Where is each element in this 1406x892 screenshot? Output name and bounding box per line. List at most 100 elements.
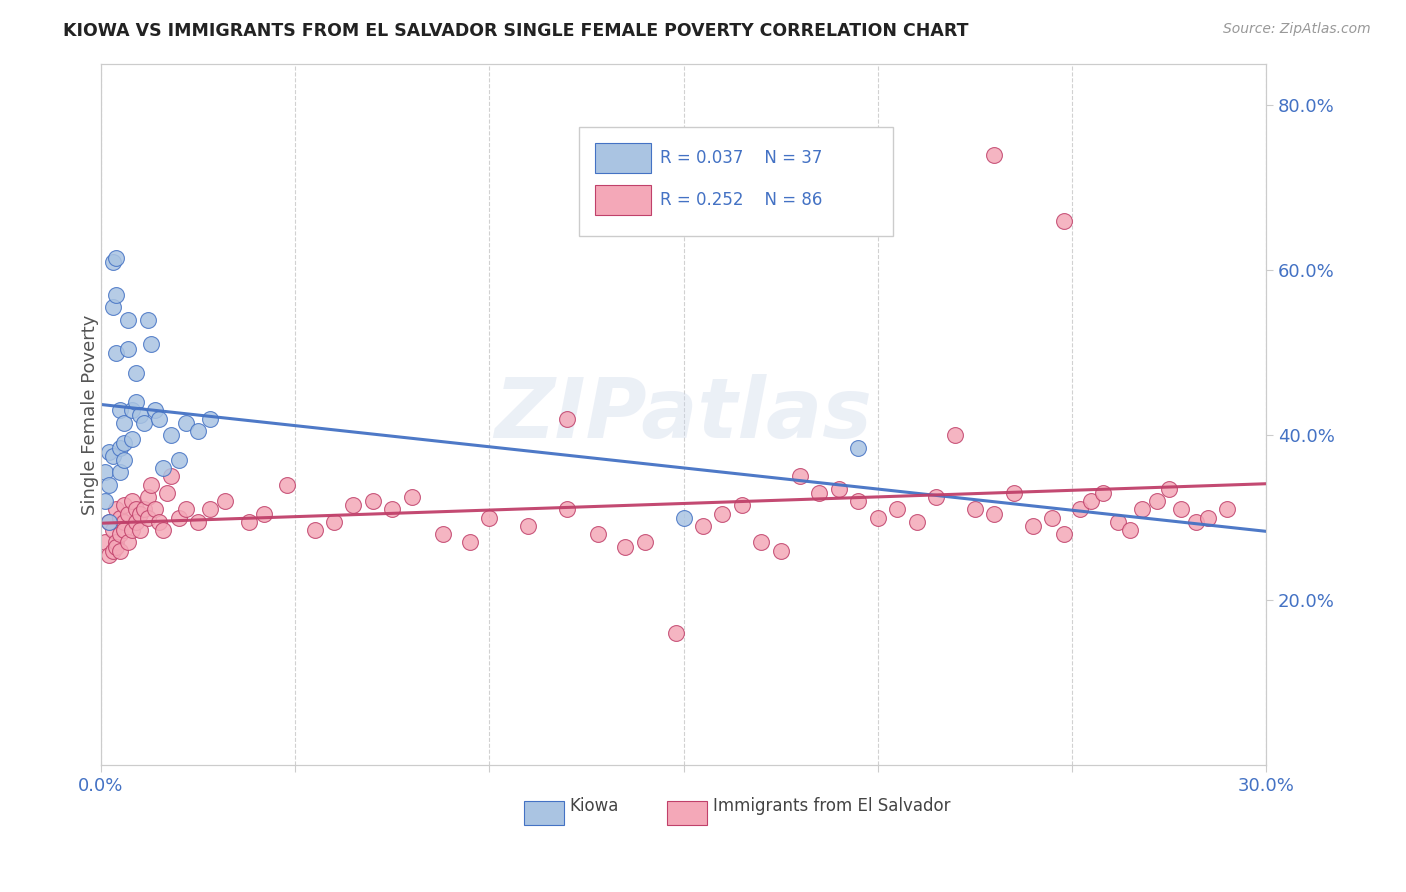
Point xyxy=(1002,486,1025,500)
Point xyxy=(614,540,637,554)
Point xyxy=(846,441,869,455)
Point xyxy=(808,486,831,500)
Point xyxy=(905,515,928,529)
Point xyxy=(555,411,578,425)
FancyBboxPatch shape xyxy=(579,128,893,235)
Point xyxy=(152,461,174,475)
Point xyxy=(401,490,423,504)
Point xyxy=(110,441,132,455)
Point xyxy=(148,515,170,529)
Point xyxy=(1170,502,1192,516)
Point xyxy=(1119,523,1142,537)
Point xyxy=(692,519,714,533)
Point xyxy=(361,494,384,508)
Point xyxy=(381,502,404,516)
Point xyxy=(112,416,135,430)
Point xyxy=(136,312,159,326)
Point xyxy=(749,535,772,549)
Point xyxy=(342,498,364,512)
Point xyxy=(198,411,221,425)
FancyBboxPatch shape xyxy=(524,801,564,825)
Point xyxy=(478,510,501,524)
Point xyxy=(198,502,221,516)
Text: Immigrants from El Salvador: Immigrants from El Salvador xyxy=(713,797,950,815)
Point xyxy=(323,515,346,529)
Point xyxy=(110,403,132,417)
Point xyxy=(152,523,174,537)
Point xyxy=(1157,482,1180,496)
Point xyxy=(117,507,139,521)
Point xyxy=(121,403,143,417)
Point xyxy=(1080,494,1102,508)
Point xyxy=(141,337,163,351)
Point xyxy=(125,515,148,529)
Point xyxy=(97,477,120,491)
Point xyxy=(176,502,198,516)
FancyBboxPatch shape xyxy=(668,801,707,825)
Point xyxy=(176,416,198,430)
Point xyxy=(112,498,135,512)
Point xyxy=(101,543,124,558)
Point xyxy=(304,523,326,537)
Point xyxy=(112,515,135,529)
Point xyxy=(828,482,851,496)
Text: Kiowa: Kiowa xyxy=(569,797,619,815)
Point xyxy=(1069,502,1091,516)
Point xyxy=(634,535,657,549)
Point xyxy=(125,502,148,516)
Point xyxy=(1108,515,1130,529)
Point xyxy=(1185,515,1208,529)
Text: R = 0.252    N = 86: R = 0.252 N = 86 xyxy=(661,191,823,209)
Point xyxy=(105,251,128,265)
Point xyxy=(731,498,754,512)
Text: R = 0.037    N = 37: R = 0.037 N = 37 xyxy=(661,149,823,167)
Point xyxy=(1197,510,1219,524)
Point xyxy=(105,535,128,549)
Point xyxy=(1146,494,1168,508)
Point xyxy=(846,494,869,508)
Point xyxy=(983,507,1005,521)
Point xyxy=(132,502,155,516)
Point xyxy=(132,416,155,430)
Point xyxy=(97,515,120,529)
Point xyxy=(156,486,179,500)
Point xyxy=(160,469,183,483)
Text: ZIPatlas: ZIPatlas xyxy=(495,374,873,455)
Point xyxy=(128,507,150,521)
Text: Source: ZipAtlas.com: Source: ZipAtlas.com xyxy=(1223,22,1371,37)
Point xyxy=(105,288,128,302)
Point xyxy=(458,535,481,549)
Point xyxy=(105,540,128,554)
Point xyxy=(1216,502,1239,516)
Point xyxy=(128,523,150,537)
Point xyxy=(105,502,128,516)
Point xyxy=(143,502,166,516)
Point xyxy=(117,535,139,549)
Point xyxy=(1042,510,1064,524)
Point xyxy=(141,477,163,491)
Point xyxy=(136,490,159,504)
Point xyxy=(112,436,135,450)
FancyBboxPatch shape xyxy=(595,143,651,173)
Point xyxy=(945,428,967,442)
Point xyxy=(1091,486,1114,500)
Point xyxy=(160,428,183,442)
Point xyxy=(125,395,148,409)
Point xyxy=(94,465,117,479)
FancyBboxPatch shape xyxy=(595,185,651,216)
Point xyxy=(112,523,135,537)
Point xyxy=(517,519,540,533)
Point xyxy=(117,342,139,356)
Point xyxy=(110,465,132,479)
Point xyxy=(789,469,811,483)
Point xyxy=(101,301,124,315)
Point xyxy=(97,515,120,529)
Point xyxy=(238,515,260,529)
Point xyxy=(101,255,124,269)
Point xyxy=(167,510,190,524)
Point xyxy=(121,494,143,508)
Point xyxy=(148,411,170,425)
Point xyxy=(94,535,117,549)
Point xyxy=(128,408,150,422)
Point xyxy=(672,510,695,524)
